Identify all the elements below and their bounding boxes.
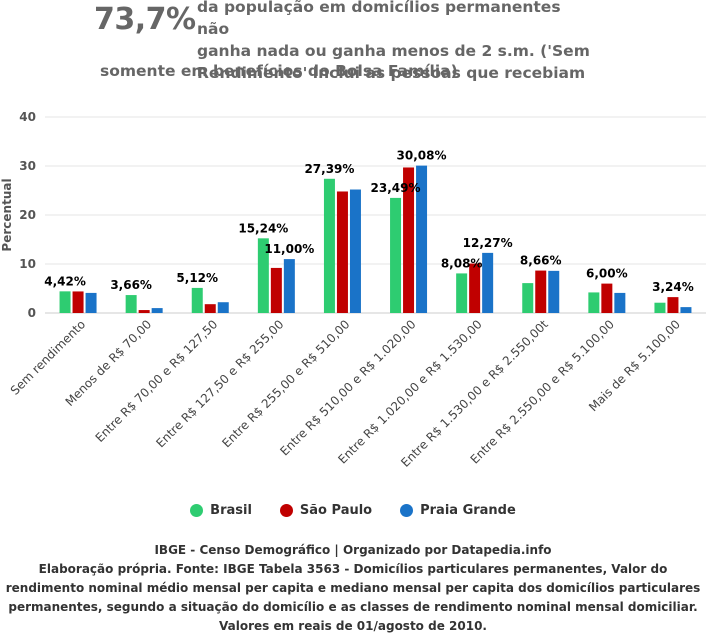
footer-source: Elaboração própria. Fonte: IBGE Tabela 3… [5,562,701,633]
x-tick-label: Entre R$ 255,00 e R$ 510,00 [219,317,352,450]
legend-item-brasil[interactable]: Brasil [190,503,252,518]
bar-s-o-paulo [270,267,282,313]
headline-text: da população em domicílios permanentes n… [197,0,597,84]
x-tick-label: Entre R$ 127,50 e R$ 255,00 [153,317,286,450]
y-tick-label: 40 [19,110,36,124]
legend-marker [400,504,414,517]
data-label: 11,00% [264,242,314,256]
y-tick-label: 20 [19,208,36,222]
legend-label: São Paulo [299,503,373,518]
y-axis-title: Percentual [0,178,14,251]
x-tick-label: Entre R$ 1.530,00 e R$ 2.550,00t [398,317,551,470]
bar-brasil [257,238,269,313]
bar-brasil [588,292,600,313]
bar-brasil [390,197,402,313]
bar-brasil [59,291,71,313]
headline-line: Rendimento' inclui as pessoas que recebi… [197,64,586,82]
data-label: 8,66% [520,254,562,268]
x-tick-label: Entre R$ 70,00 e R$ 127,50 [93,317,221,445]
data-label: 8,08% [441,256,483,270]
bar-brasil [323,178,335,313]
bar-brasil [191,287,203,313]
chart-legend: Brasil São Paulo Praia Grande [0,503,706,518]
bar-praia-grande [416,165,428,313]
bar-s-o-paulo [667,297,679,313]
bar-praia-grande [283,259,295,313]
legend-item-sao-paulo[interactable]: São Paulo [279,503,373,518]
legend-item-praia-grande[interactable]: Praia Grande [400,503,516,518]
legend-marker [190,504,204,517]
y-tick-label: 30 [19,159,36,173]
x-tick-label: Entre R$ 1.020,00 e R$ 1.530,00 [335,317,484,466]
bar-brasil [125,295,137,313]
bar-s-o-paulo [72,291,84,313]
legend-label: Brasil [210,503,252,518]
bar-praia-grande [85,292,97,313]
headline-line: somente em benefícios do Bolsa Família) [100,62,458,80]
bar-s-o-paulo [336,191,348,313]
data-label: 3,24% [652,280,694,294]
data-label: 15,24% [238,221,288,235]
headline-line: ganha nada ou ganha menos de 2 s.m. ('Se… [197,42,590,60]
bar-praia-grande [349,189,361,313]
legend-label: Praia Grande [420,503,516,518]
bar-praia-grande [680,307,692,313]
data-label: 30,08% [397,149,447,163]
bar-praia-grande [217,302,229,313]
data-label: 5,12% [176,271,218,285]
bar-brasil [456,273,468,313]
bar-praia-grande [548,270,560,313]
headline-percentage: 73,7% [94,2,196,37]
data-label: 23,49% [371,181,421,195]
x-tick-label: Entre R$ 510,00 e R$ 1.020,00 [277,317,418,458]
y-tick-label: 10 [19,257,36,271]
chart-header: 73,7% da população em domicílios permane… [0,0,706,92]
bar-s-o-paulo [601,283,613,313]
bar-brasil [654,302,666,313]
data-label: 12,27% [463,236,513,250]
data-label: 4,42% [44,274,86,288]
bar-praia-grande [614,292,626,313]
footer-credit: IBGE - Censo Demográfico | Organizado po… [154,543,552,557]
bar-s-o-paulo [204,304,216,313]
legend-marker [279,504,293,517]
headline-line: da população em domicílios permanentes n… [197,0,561,38]
bar-s-o-paulo [469,263,481,313]
data-label: 27,39% [304,162,354,176]
data-label: 6,00% [586,267,628,281]
bar-praia-grande [151,308,163,313]
bar-brasil [522,283,534,313]
bar-s-o-paulo [535,270,547,313]
y-tick-label: 0 [28,306,36,320]
chart-footer: IBGE - Censo Demográfico | Organizado po… [0,541,706,636]
bar-s-o-paulo [138,310,150,313]
data-label: 3,66% [110,278,152,292]
x-tick-label: Entre R$ 2.550,00 e R$ 5.100,00 [468,317,617,466]
bar-s-o-paulo [403,167,415,313]
bar-praia-grande [482,252,494,313]
